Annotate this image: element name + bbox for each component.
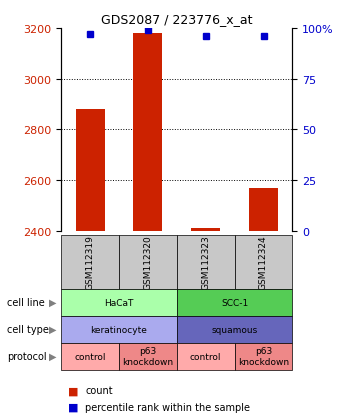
Text: control: control <box>190 352 221 361</box>
FancyBboxPatch shape <box>177 343 235 370</box>
FancyBboxPatch shape <box>235 235 292 289</box>
Text: GSM112320: GSM112320 <box>143 235 152 290</box>
Text: ■: ■ <box>68 385 79 395</box>
Text: ■: ■ <box>68 402 79 412</box>
Text: p63
knockdown: p63 knockdown <box>238 347 289 366</box>
Text: count: count <box>85 385 113 395</box>
Bar <box>75 110 105 231</box>
Text: SCC-1: SCC-1 <box>221 298 248 307</box>
FancyBboxPatch shape <box>119 343 177 370</box>
FancyBboxPatch shape <box>177 316 292 343</box>
FancyBboxPatch shape <box>177 289 292 316</box>
FancyBboxPatch shape <box>61 289 177 316</box>
Bar <box>133 34 163 231</box>
Text: GSM112324: GSM112324 <box>259 235 268 290</box>
FancyBboxPatch shape <box>61 316 177 343</box>
Text: ▶: ▶ <box>49 297 56 308</box>
Text: GSM112319: GSM112319 <box>86 235 95 290</box>
FancyBboxPatch shape <box>61 235 119 289</box>
Bar <box>249 188 278 231</box>
Text: ▶: ▶ <box>49 324 56 335</box>
Text: keratinocyte: keratinocyte <box>90 325 148 334</box>
Text: squamous: squamous <box>211 325 258 334</box>
Text: GSM112323: GSM112323 <box>201 235 210 290</box>
Text: protocol: protocol <box>7 351 47 361</box>
FancyBboxPatch shape <box>177 235 235 289</box>
Text: cell line: cell line <box>7 297 45 308</box>
Text: HaCaT: HaCaT <box>104 298 134 307</box>
Text: ▶: ▶ <box>49 351 56 361</box>
Text: control: control <box>74 352 106 361</box>
Text: p63
knockdown: p63 knockdown <box>122 347 173 366</box>
FancyBboxPatch shape <box>61 343 119 370</box>
FancyBboxPatch shape <box>235 343 292 370</box>
Text: cell type: cell type <box>7 324 49 335</box>
FancyBboxPatch shape <box>119 235 177 289</box>
Title: GDS2087 / 223776_x_at: GDS2087 / 223776_x_at <box>101 13 253 26</box>
Text: percentile rank within the sample: percentile rank within the sample <box>85 402 250 412</box>
Bar <box>191 229 220 231</box>
